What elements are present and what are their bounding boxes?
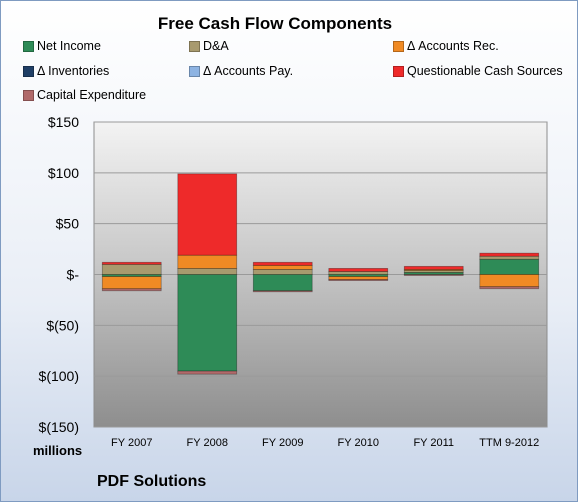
- bar-segment: [177, 370, 238, 375]
- x-tick-label: FY 2007: [111, 437, 152, 449]
- y-tick-label: $(150): [39, 419, 79, 435]
- y-tick-label: $(50): [46, 317, 79, 333]
- legend-item: Δ Accounts Rec.: [393, 39, 499, 53]
- legend-swatch: [393, 65, 404, 77]
- bar-segment: [252, 290, 313, 293]
- legend-item: Questionable Cash Sources: [393, 64, 563, 78]
- bar-segment: [252, 264, 313, 270]
- x-tick-label: FY 2009: [262, 437, 303, 449]
- bar-segment: [403, 265, 464, 270]
- y-tick-label: $50: [56, 216, 80, 232]
- legend-label: Capital Expenditure: [37, 88, 147, 102]
- bar-segment: [177, 254, 238, 269]
- bar-segment: [101, 263, 162, 275]
- legend-swatch: [189, 40, 200, 52]
- y-tick-label: $150: [48, 114, 79, 130]
- bar-segment: [252, 269, 313, 275]
- legend-swatch: [23, 40, 34, 52]
- bar-segment: [479, 258, 540, 275]
- legend-swatch: [23, 65, 34, 77]
- bar-segment: [403, 274, 464, 276]
- chart-legend: Net Income D&A Δ Accounts Rec. Δ Inventorie…: [1, 1, 577, 111]
- bar-segment: [479, 286, 540, 290]
- legend-item: D&A: [189, 39, 229, 53]
- bar-segment: [177, 274, 238, 372]
- bar-segment: [328, 276, 389, 280]
- legend-label: Net Income: [37, 39, 101, 53]
- units-label: millions: [33, 443, 83, 458]
- bar-segment: [101, 261, 162, 265]
- x-tick-label: FY 2008: [187, 437, 228, 449]
- legend-label: Questionable Cash Sources: [407, 64, 563, 78]
- legend-item: Capital Expenditure: [23, 88, 146, 102]
- x-tick-label: FY 2010: [338, 437, 379, 449]
- company-name: PDF Solutions: [97, 473, 207, 490]
- y-tick-label: $-: [67, 267, 80, 283]
- bar-segment: [101, 276, 162, 290]
- legend-item: Net Income: [23, 39, 101, 53]
- legend-swatch: [393, 40, 404, 52]
- bar-segment: [252, 274, 313, 292]
- x-tick-label: TTM 9-2012: [479, 437, 539, 449]
- x-tick-label: FY 2011: [413, 437, 454, 449]
- legend-item: Δ Accounts Pay.: [189, 64, 293, 78]
- legend-label: Δ Inventories: [37, 64, 110, 78]
- bar-segment: [328, 279, 389, 282]
- legend-swatch: [189, 65, 200, 77]
- bar-segment: [252, 261, 313, 266]
- legend-swatch: [23, 89, 34, 101]
- legend-label: D&A: [203, 39, 229, 53]
- bar-segment: [479, 274, 540, 288]
- bar-segment: [101, 288, 162, 292]
- bar-segment: [328, 271, 389, 275]
- legend-item: Δ Inventories: [23, 64, 109, 78]
- bar-segment: [177, 267, 238, 275]
- bar-segment: [479, 252, 540, 257]
- bar-segment: [479, 255, 540, 260]
- y-tick-label: $100: [48, 165, 79, 181]
- chart-title: Free Cash Flow Components: [157, 14, 393, 33]
- bar-segment: [177, 173, 238, 256]
- y-tick-label: $(100): [39, 368, 79, 384]
- legend-label: Δ Accounts Pay.: [203, 64, 294, 78]
- bar-segment: [328, 267, 389, 272]
- legend-label: Δ Accounts Rec.: [407, 39, 499, 53]
